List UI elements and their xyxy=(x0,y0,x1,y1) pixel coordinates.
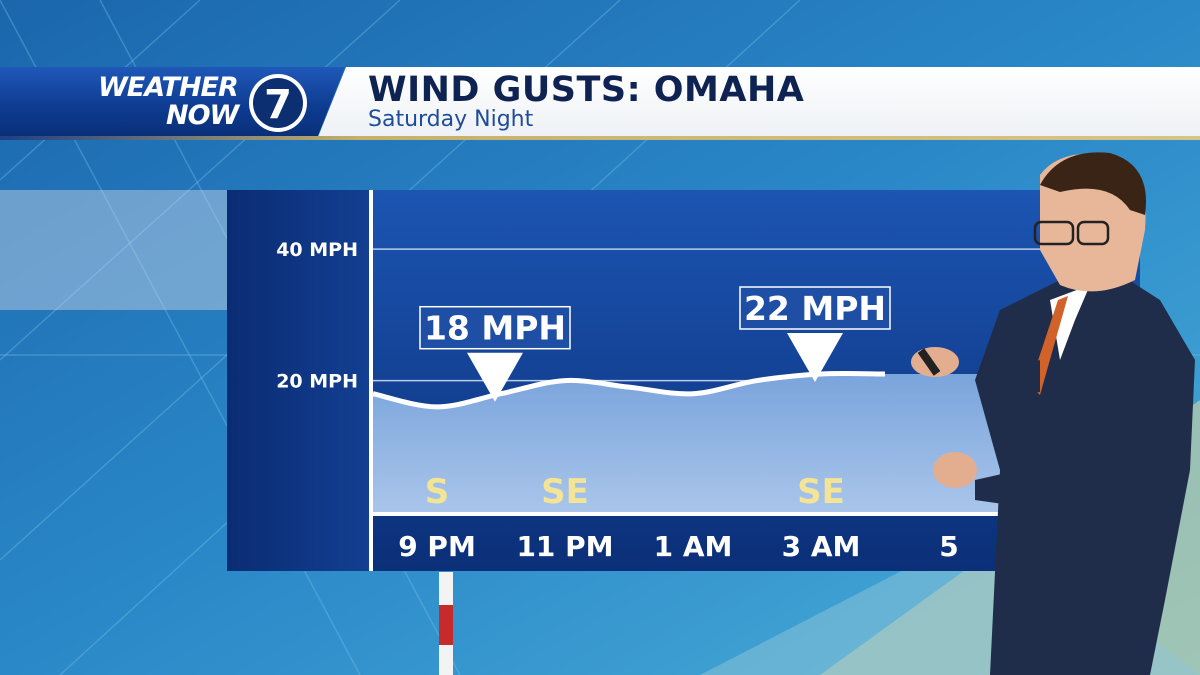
page-title: WIND GUSTS: OMAHA xyxy=(368,70,805,110)
wind-direction-label: SE xyxy=(541,472,589,512)
wind-direction-label: SE xyxy=(797,472,845,512)
y-tick-label: 20 MPH xyxy=(276,371,358,393)
x-tick-label: 1 AM xyxy=(654,530,733,563)
channel-7-logo: 7 xyxy=(249,74,307,132)
wind-direction-label: S xyxy=(425,472,450,512)
callout-box xyxy=(739,286,891,330)
x-axis-line xyxy=(373,512,1140,516)
y-axis-panel xyxy=(227,190,371,571)
y-axis-line xyxy=(369,190,373,571)
x-tick-label: 11 PM xyxy=(516,530,613,563)
x-tick-label: 9 PM xyxy=(398,530,476,563)
callout-label: 18 MPH xyxy=(424,309,566,348)
page-subtitle: Saturday Night xyxy=(368,107,534,132)
logo-now-text: NOW xyxy=(166,100,239,131)
callout-pointer xyxy=(467,352,523,402)
banner-underline xyxy=(0,136,1200,140)
title-banner xyxy=(318,67,1200,137)
y-tick-label: 40 MPH xyxy=(276,239,358,261)
callout-box xyxy=(419,305,571,350)
callout-label: 22 MPH xyxy=(744,289,886,328)
logo-number: 7 xyxy=(264,82,292,128)
x-tick-label: 3 AM xyxy=(782,530,861,563)
x-tick-label: 5 xyxy=(939,530,958,563)
logo-weather-text: WEATHER xyxy=(98,72,239,103)
gust-line xyxy=(372,371,886,410)
callout-pointer xyxy=(787,333,843,382)
